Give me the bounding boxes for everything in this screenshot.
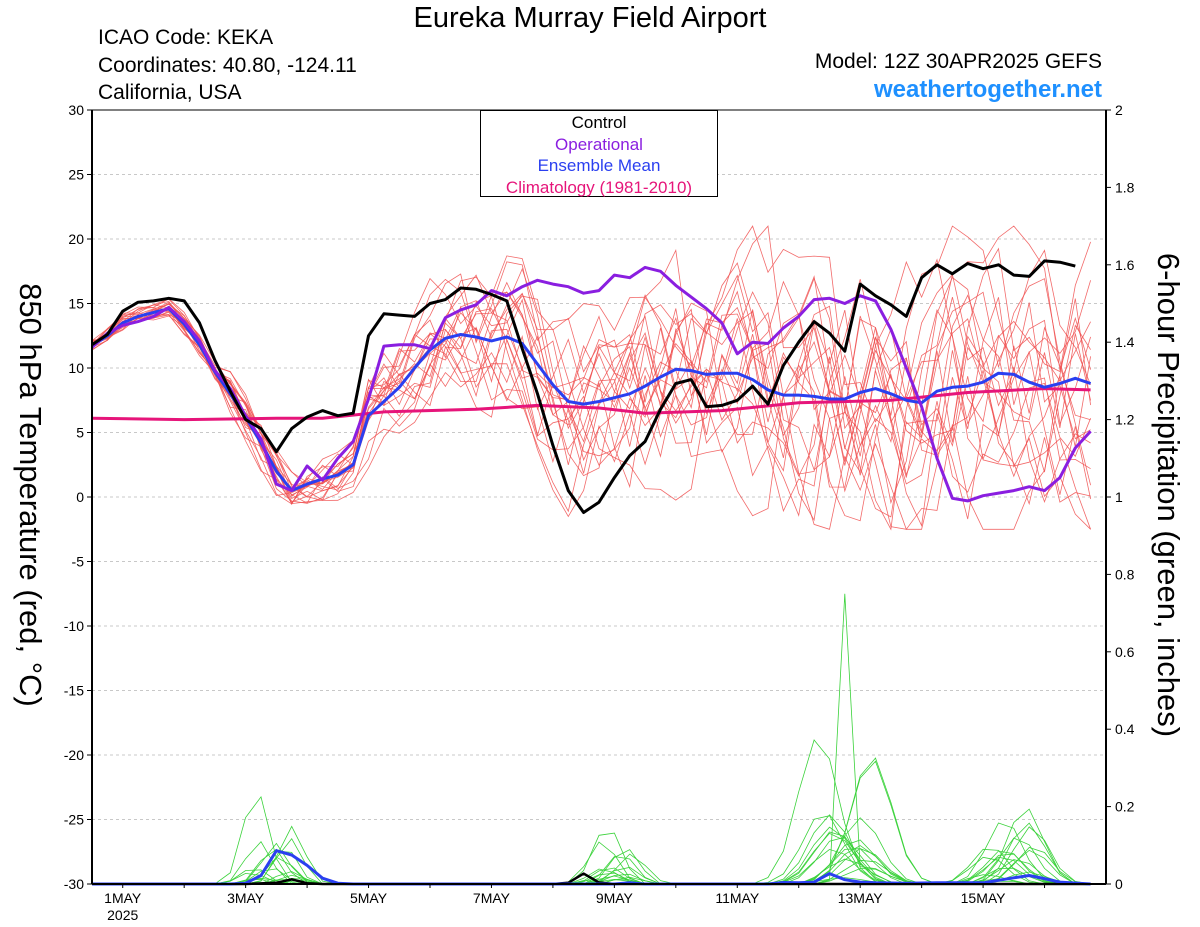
y-tick-label-left: -10 (64, 618, 84, 634)
ensemble-member-precip-line (92, 795, 1091, 885)
y-tick-label-left: 20 (68, 231, 84, 247)
y-tick-label-right: 1.2 (1115, 412, 1135, 428)
y-tick-label-right: 0.4 (1115, 721, 1135, 737)
control-temp-line (91, 259, 1076, 514)
y-tick-label-right: 1.6 (1115, 257, 1135, 273)
icao-code: ICAO Code: KEKA (98, 26, 274, 49)
y-tick-label-right: 2 (1115, 102, 1123, 118)
y-tick-label-left: 15 (68, 296, 84, 312)
legend: Control Operational Ensemble Mean Climat… (480, 110, 718, 197)
model-run: Model: 12Z 30APR2025 GEFS (814, 50, 1102, 73)
chart-title: Eureka Murray Field Airport (413, 2, 767, 34)
legend-ensemble-mean: Ensemble Mean (537, 156, 661, 175)
y-tick-label-left: 5 (76, 425, 84, 441)
y-tick-label-right: 0 (1115, 876, 1123, 892)
x-tick-label: 1MAY (104, 890, 142, 906)
x-tick-label: 15MAY (961, 890, 1007, 906)
y-axis-label-left: 850 hPa Temperature (red, °C) (13, 283, 48, 707)
ensemble-member-temp-line (91, 248, 1091, 517)
y-tick-label-left: -25 (64, 812, 84, 828)
ensemble-member-precip-line (92, 593, 1091, 885)
ensemble-member-precip-line (92, 760, 1091, 885)
y-tick-label-left: 0 (76, 489, 84, 505)
x-tick-label: 9MAY (596, 890, 634, 906)
y-tick-label-left: -5 (72, 554, 85, 570)
y-tick-label-right: 1.8 (1115, 179, 1135, 195)
y-tick-label-right: 0.2 (1115, 799, 1135, 815)
x-tick-label: 3MAY (227, 890, 265, 906)
y-tick-label-left: -20 (64, 747, 84, 763)
y-tick-label-left: 25 (68, 167, 84, 183)
brand-link[interactable]: weathertogether.net (873, 76, 1102, 103)
ensemble-member-precip-line (92, 832, 1091, 885)
legend-climatology: Climatology (1981-2010) (505, 177, 693, 197)
x-tick-label: 11MAY (715, 890, 759, 906)
x-tick-sublabel: 2025 (107, 907, 138, 923)
ensemble-mean-precip-line (92, 849, 1091, 886)
y-tick-label-left: 10 (68, 360, 84, 376)
x-tick-label: 13MAY (838, 890, 884, 906)
ensemble-member-temp-line (91, 225, 1091, 531)
legend-operational: Operational (555, 134, 643, 154)
ensemble-mean-temp-line (91, 307, 1092, 493)
y-axis-label-right: 6-hour Precipitation (green, inches) (1151, 252, 1186, 738)
region: California, USA (98, 81, 242, 104)
y-tick-label-left: 30 (68, 102, 84, 118)
ensemble-member-precip-line (92, 739, 1091, 885)
ensemble-member-precip-line (92, 817, 1091, 885)
x-tick-label: 7MAY (473, 890, 511, 906)
y-tick-label-right: 0.8 (1115, 566, 1135, 582)
y-tick-label-right: 0.6 (1115, 644, 1135, 660)
ensemble-member-temp-line (91, 225, 1091, 501)
ensemble-member-temp-line (91, 276, 1091, 513)
ensemble-member-temp-line (91, 273, 1091, 484)
ensemble-member-precip-line (92, 757, 1091, 885)
legend-control: Control (571, 113, 627, 132)
x-tick-label: 5MAY (350, 890, 388, 906)
y-tick-label-right: 1 (1115, 489, 1123, 505)
y-tick-label-left: -15 (64, 683, 84, 699)
y-tick-label-right: 1.4 (1115, 334, 1135, 350)
operational-temp-line (90, 265, 1092, 503)
climatology-line (91, 387, 1091, 422)
y-tick-label-left: -30 (64, 876, 84, 892)
coordinates: Coordinates: 40.80, -124.11 (98, 54, 357, 77)
